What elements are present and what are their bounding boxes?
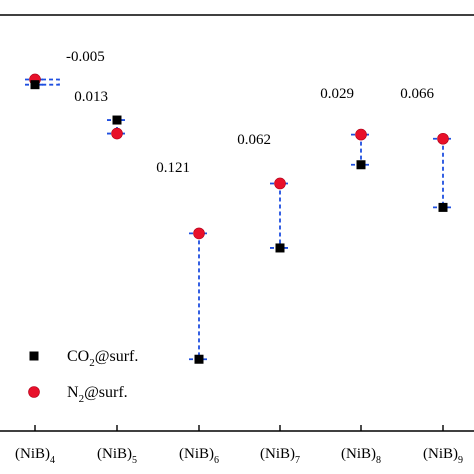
co2-point	[356, 160, 366, 170]
n2-point	[193, 227, 205, 240]
connector-lines	[35, 78, 444, 360]
n2-point	[355, 128, 367, 141]
x-tick-label: (NiB)9	[423, 446, 463, 466]
legend-label: CO2@surf.	[67, 348, 138, 369]
legend-label: N2@surf.	[67, 384, 128, 405]
legend: CO2@surf. N2@surf.	[28, 348, 138, 405]
co2-point	[112, 115, 122, 125]
x-axis-ticks	[34, 425, 444, 431]
co2-point	[275, 243, 285, 253]
connector-caps	[25, 78, 453, 361]
data-markers	[29, 73, 449, 364]
n2-point	[274, 177, 286, 190]
x-tick-label: (NiB)6	[179, 446, 219, 466]
plot-frame	[0, 14, 474, 432]
x-axis-tick-labels: (NiB)4 (NiB)5 (NiB)6 (NiB)7 (NiB)8 (NiB)9	[15, 446, 463, 466]
difference-labels: -0.005 0.013 0.121 0.062 0.029 0.066	[66, 49, 435, 176]
co2-point	[30, 80, 40, 90]
legend-item: CO2@surf.	[29, 348, 138, 369]
x-tick-label: (NiB)4	[15, 446, 55, 466]
n2-point	[437, 132, 449, 145]
difference-label: 0.029	[320, 86, 354, 102]
legend-square-marker	[29, 351, 39, 361]
co2-point	[438, 202, 448, 212]
x-tick-label: (NiB)8	[341, 446, 381, 466]
legend-circle-marker	[28, 386, 40, 398]
x-tick-label: (NiB)7	[260, 446, 300, 466]
n2-point	[111, 127, 123, 140]
legend-item: N2@surf.	[28, 384, 128, 405]
difference-label: 0.121	[156, 160, 190, 176]
co2-point	[194, 354, 204, 364]
x-tick-label: (NiB)5	[97, 446, 137, 466]
difference-label: 0.066	[400, 86, 434, 102]
difference-label: 0.062	[237, 132, 271, 148]
difference-label: -0.005	[66, 49, 105, 65]
difference-label: 0.013	[74, 89, 108, 105]
